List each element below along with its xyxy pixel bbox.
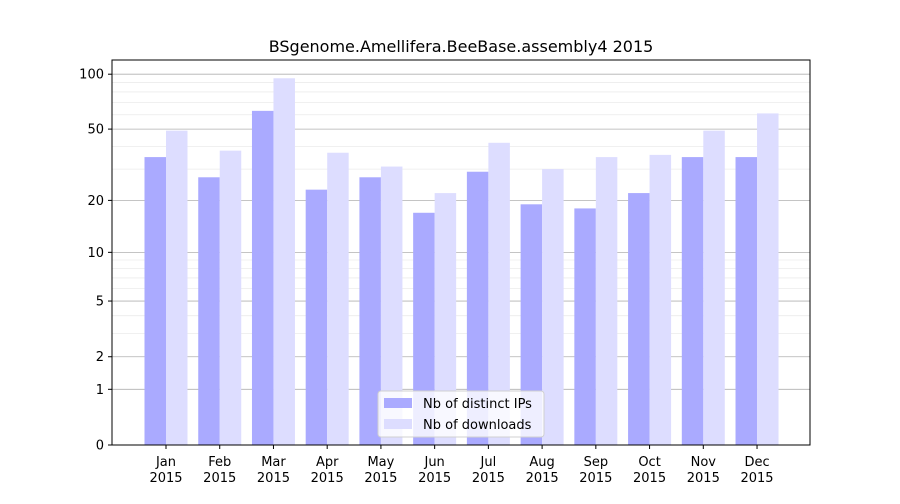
x-tick-label: Aug: [529, 455, 554, 470]
x-tick-label: 2015: [472, 471, 505, 486]
y-tick-label: 20: [87, 194, 104, 209]
chart-title: BSgenome.Amellifera.BeeBase.assembly4 20…: [269, 37, 654, 56]
legend-label: Nb of downloads: [423, 418, 532, 433]
bar-distinct-ips: [198, 177, 220, 445]
bar-distinct-ips: [251, 110, 274, 446]
x-tick-label: 2015: [687, 471, 720, 486]
x-tick-label: Jan: [155, 455, 176, 470]
bar-downloads: [488, 142, 510, 445]
bar-downloads: [703, 130, 725, 445]
y-tick-label: 10: [87, 246, 104, 261]
x-tick-label: 2015: [149, 471, 182, 486]
bar-distinct-ips: [520, 204, 543, 445]
x-tick-label: 2015: [311, 471, 344, 486]
x-tick-label: 2015: [203, 471, 236, 486]
bar-downloads: [649, 154, 672, 445]
bar-distinct-ips: [574, 208, 596, 445]
bars: [144, 78, 779, 446]
bar-downloads: [327, 152, 349, 445]
bar-downloads: [542, 169, 564, 445]
x-tick-label: Sep: [584, 455, 609, 470]
x-tick-label: 2015: [633, 471, 666, 486]
bar-distinct-ips: [305, 189, 328, 445]
x-tick-label: Jul: [480, 455, 497, 470]
bar-distinct-ips: [359, 177, 381, 445]
legend-box: [377, 390, 545, 438]
bar-distinct-ips: [735, 157, 758, 445]
bar-distinct-ips: [628, 193, 650, 445]
x-tick-label: 2015: [526, 471, 559, 486]
x-axis: Jan2015Feb2015Mar2015Apr2015May2015Jun20…: [149, 445, 774, 486]
y-tick-label: 100: [79, 68, 104, 83]
bar-downloads: [219, 150, 242, 445]
bar-downloads: [380, 166, 403, 446]
x-tick-label: Oct: [638, 455, 660, 470]
x-tick-label: 2015: [364, 471, 397, 486]
bar-downloads: [273, 78, 295, 446]
bar-downloads: [757, 113, 779, 446]
x-tick-label: 2015: [257, 471, 290, 486]
y-tick-label: 2: [96, 350, 104, 365]
x-tick-label: Mar: [261, 455, 286, 470]
bar-downloads: [595, 157, 618, 445]
x-tick-label: Feb: [208, 455, 231, 470]
legend-label: Nb of distinct IPs: [423, 397, 532, 412]
bar-distinct-ips: [681, 157, 704, 445]
y-tick-label: 1: [96, 383, 104, 398]
legend: Nb of distinct IPs Nb of downloads: [377, 390, 545, 438]
y-tick-label: 0: [96, 439, 104, 454]
bar-distinct-ips: [413, 212, 435, 445]
bar-downloads: [166, 130, 188, 445]
bar-distinct-ips: [144, 157, 166, 445]
y-axis: 0 1 2 5 10 20 50 100: [79, 68, 112, 454]
x-tick-label: Jun: [423, 455, 444, 470]
bar-downloads: [434, 193, 457, 445]
x-tick-label: Dec: [744, 455, 769, 470]
legend-swatch: [384, 419, 412, 429]
y-tick-label: 50: [87, 123, 104, 138]
x-tick-label: 2015: [579, 471, 612, 486]
y-tick-label: 5: [96, 295, 104, 310]
x-tick-label: May: [367, 455, 394, 470]
legend-swatch: [384, 398, 412, 408]
bar-distinct-ips: [466, 171, 489, 445]
x-tick-label: Apr: [316, 455, 339, 470]
x-tick-label: Nov: [691, 455, 717, 470]
x-tick-label: 2015: [418, 471, 451, 486]
x-tick-label: 2015: [740, 471, 773, 486]
